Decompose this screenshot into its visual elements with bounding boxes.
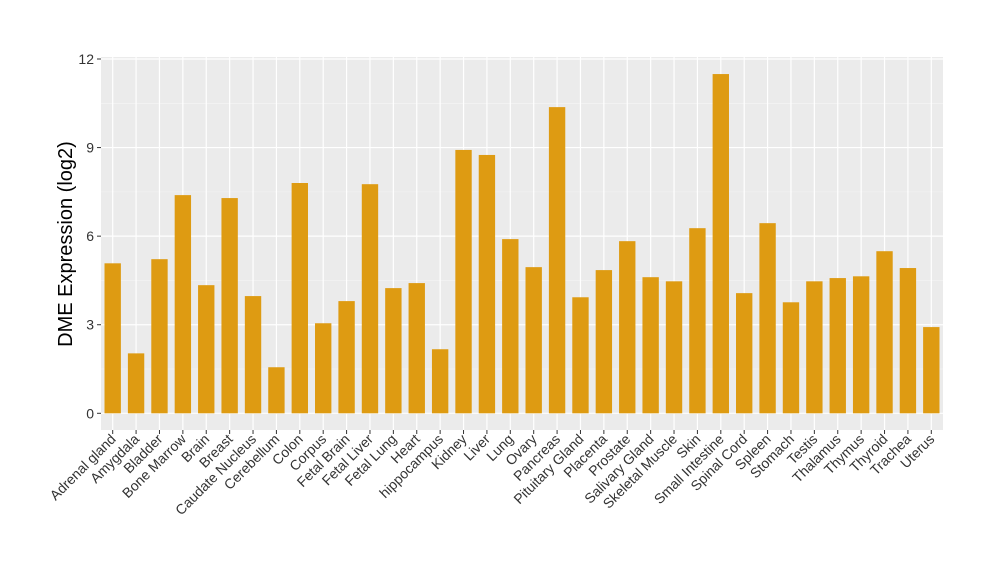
y-tick-label: 0 <box>86 405 94 421</box>
y-tick-label: 3 <box>86 317 94 333</box>
y-tick-label: 12 <box>78 51 94 67</box>
bar <box>104 263 121 414</box>
bar <box>712 74 729 414</box>
bar <box>876 251 893 414</box>
bar <box>385 288 402 414</box>
bar <box>174 195 192 414</box>
bar <box>572 297 589 414</box>
bar <box>689 228 706 414</box>
bar <box>548 107 566 414</box>
bar <box>338 301 355 414</box>
bar <box>852 276 870 414</box>
bar <box>923 327 940 414</box>
bar <box>619 241 636 414</box>
bar <box>782 302 800 414</box>
bar <box>478 154 496 414</box>
bar <box>315 323 332 414</box>
bar <box>431 349 449 414</box>
bar <box>361 184 379 414</box>
y-axis: 0 3 6 9 12 <box>78 51 101 421</box>
bar <box>665 281 683 414</box>
bar <box>244 296 262 414</box>
bar <box>736 293 753 414</box>
bar <box>829 278 846 414</box>
y-axis-label: DME Expression (log2) <box>55 141 77 347</box>
bar <box>899 268 917 414</box>
y-tick-label: 6 <box>86 228 94 244</box>
bar <box>221 198 238 414</box>
bar <box>151 259 168 414</box>
bar <box>455 149 472 414</box>
bar <box>408 283 425 414</box>
bar <box>268 367 285 414</box>
bar <box>759 223 776 414</box>
bar <box>127 353 145 414</box>
plot-panel <box>101 57 943 430</box>
bars <box>104 74 940 414</box>
bar <box>595 270 613 414</box>
bar <box>642 277 659 414</box>
bar <box>291 183 308 414</box>
bar <box>806 281 823 414</box>
bar <box>198 285 215 414</box>
bar <box>525 267 542 414</box>
bar <box>502 239 519 414</box>
y-tick-label: 9 <box>86 140 94 156</box>
